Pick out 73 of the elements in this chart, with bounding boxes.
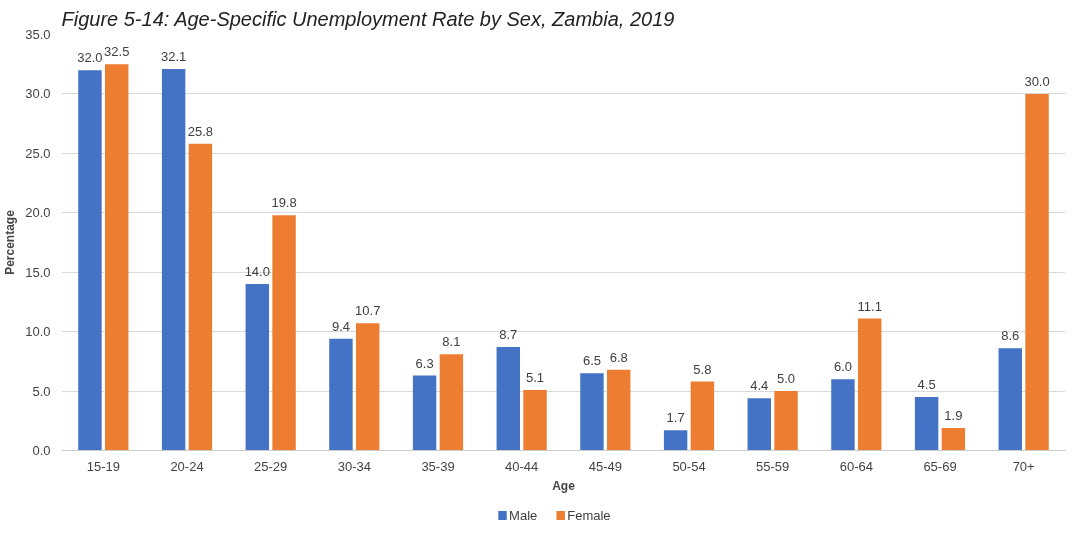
bar xyxy=(523,389,547,451)
bar xyxy=(356,323,380,451)
bar xyxy=(496,347,520,451)
x-axis-title: Age xyxy=(552,478,576,493)
y-tick-label: 30.0 xyxy=(25,86,51,102)
x-tick-label: 40-44 xyxy=(505,458,539,474)
x-tick-label: 20-24 xyxy=(170,458,204,474)
data-label: 5.0 xyxy=(777,371,796,387)
y-tick-label: 20.0 xyxy=(25,205,51,221)
x-tick-label: 55-59 xyxy=(756,458,790,474)
data-label: 6.0 xyxy=(833,359,852,375)
data-label: 4.4 xyxy=(750,378,769,394)
y-tick-label: 10.0 xyxy=(25,324,51,340)
data-label: 1.9 xyxy=(944,407,963,423)
x-tick-label: 45-49 xyxy=(588,458,622,474)
data-label: 32.0 xyxy=(77,50,103,66)
data-label: 8.6 xyxy=(1001,328,1020,344)
data-label: 5.1 xyxy=(526,369,545,385)
bar xyxy=(774,391,798,451)
bar xyxy=(580,373,604,451)
data-label: 6.5 xyxy=(582,353,601,369)
bar xyxy=(329,338,353,451)
y-tick-label: 35.0 xyxy=(25,27,51,42)
bar xyxy=(831,379,855,451)
bar xyxy=(245,284,269,451)
bar xyxy=(914,397,939,451)
data-label: 32.5 xyxy=(104,44,130,60)
data-label: 6.8 xyxy=(609,349,628,365)
x-tick-label: 70+ xyxy=(1012,458,1035,474)
bar xyxy=(607,369,631,451)
y-tick-label: 15.0 xyxy=(25,264,51,280)
x-tick-label: 65-69 xyxy=(923,458,957,474)
y-tick-label: 25.0 xyxy=(25,145,51,161)
y-tick-label: 5.0 xyxy=(32,383,51,399)
data-label: 6.3 xyxy=(415,355,434,371)
data-label: 8.7 xyxy=(499,327,518,343)
data-label: 11.1 xyxy=(857,298,882,314)
data-label: 10.7 xyxy=(355,303,381,319)
bar xyxy=(747,398,771,451)
y-axis-title: Percentage xyxy=(3,209,18,275)
data-label: 8.1 xyxy=(442,334,461,350)
bar xyxy=(941,427,966,451)
x-tick-label: 35-39 xyxy=(421,458,455,474)
data-label: 19.8 xyxy=(271,195,297,211)
x-tick-label: 30-34 xyxy=(337,458,371,474)
data-label: 5.8 xyxy=(693,361,712,377)
chart-title: Figure 5-14: Age-Specific Unemployment Rate by Sex, Zambia, 2019 xyxy=(61,7,675,30)
x-tick-label: 15-19 xyxy=(86,458,120,474)
bar xyxy=(858,318,882,451)
data-label: 30.0 xyxy=(1024,73,1050,89)
bar xyxy=(272,215,296,451)
data-label: 32.1 xyxy=(160,48,187,64)
x-tick-label: 60-64 xyxy=(839,458,873,474)
bar xyxy=(412,375,437,451)
bar xyxy=(690,381,715,451)
bar xyxy=(998,348,1022,451)
data-label: 1.7 xyxy=(666,410,685,426)
y-tick-label: 0.0 xyxy=(32,443,51,458)
bar xyxy=(188,143,213,451)
bar xyxy=(439,354,464,451)
legend-label: Female xyxy=(567,508,611,523)
x-tick-label: 25-29 xyxy=(254,458,288,474)
bar xyxy=(1025,93,1049,451)
bar xyxy=(105,64,129,451)
bar xyxy=(161,68,186,451)
data-label: 14.0 xyxy=(244,264,270,280)
bar xyxy=(78,70,102,451)
data-label: 9.4 xyxy=(331,318,350,334)
legend-label: Male xyxy=(509,508,538,523)
x-tick-label: 50-54 xyxy=(672,458,706,474)
data-label: 25.8 xyxy=(187,123,214,139)
data-label: 4.5 xyxy=(917,377,936,393)
bar xyxy=(663,430,688,451)
